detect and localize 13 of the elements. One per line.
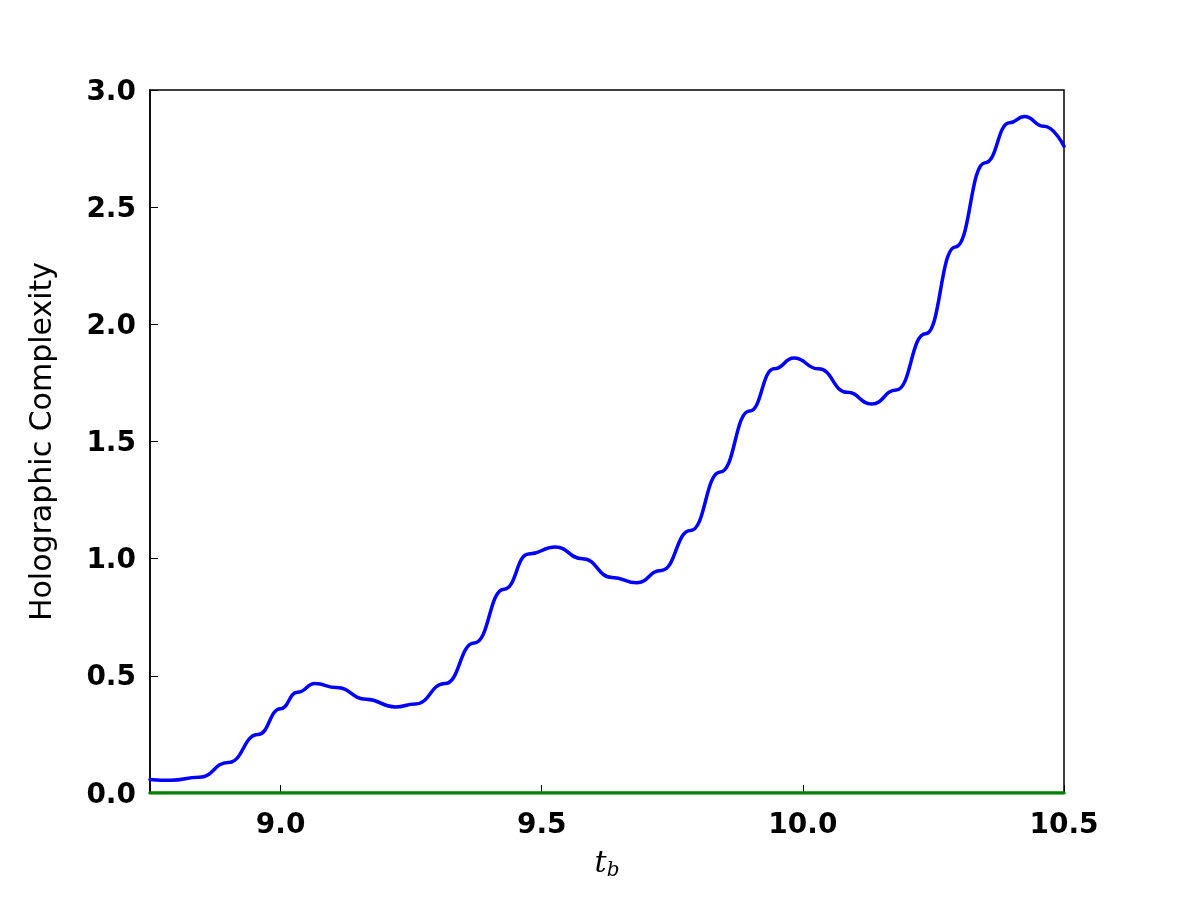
y-tick-label: 1.0 xyxy=(86,542,136,576)
y-tick-label: 0.5 xyxy=(86,659,136,693)
x-tick-label: 9.0 xyxy=(255,806,306,840)
x-tick-label: 9.5 xyxy=(516,806,567,840)
line-series xyxy=(148,114,1066,783)
x-tick-label: 10.5 xyxy=(1029,806,1099,840)
y-tick-label: 1.5 xyxy=(86,425,136,458)
y-axis-title: Holographic Complexity xyxy=(22,261,58,622)
y-tick-label: 2.0 xyxy=(86,307,136,341)
y-tick-label: 2.5 xyxy=(86,190,136,224)
y-tick-label: 0.0 xyxy=(86,776,136,810)
x-tick-label: 10.0 xyxy=(768,806,838,840)
y-tick-label: 3.0 xyxy=(86,73,136,107)
